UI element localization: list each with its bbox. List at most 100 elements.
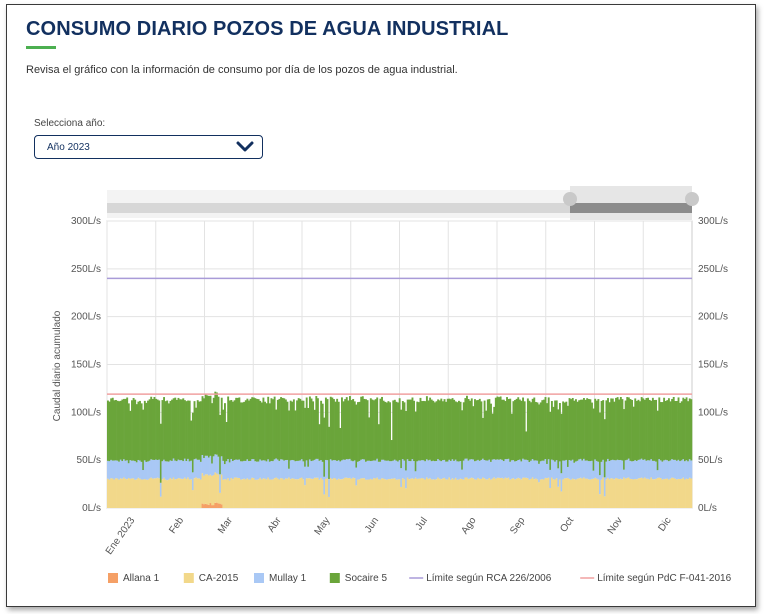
bar-socaire-5 [252,397,255,460]
bar-mullay-1 [339,461,342,480]
legend-swatch[interactable] [254,573,264,583]
bar-socaire-5 [642,398,645,460]
bar-mullay-1 [592,470,595,479]
bar-ca-2015 [438,478,441,508]
bar-ca-2015 [345,477,348,508]
bar-socaire-5 [264,401,266,461]
bar-ca-2015 [281,478,284,508]
bar-socaire-5 [111,397,114,461]
legend-swatch[interactable] [183,573,194,583]
bar-socaire-5 [448,398,451,460]
bar-ca-2015 [368,479,371,508]
bar-socaire-5 [265,403,268,462]
bar-mullay-1 [357,461,359,480]
bar-socaire-5 [411,397,414,460]
bar-socaire-5 [382,400,385,460]
bar-mullay-1 [315,458,318,478]
bar-mullay-1 [589,461,592,480]
bar-socaire-5 [355,404,358,468]
bar-socaire-5 [459,401,462,462]
bar-ca-2015 [467,478,470,508]
bar-socaire-5 [451,398,454,460]
bar-mullay-1 [135,462,138,480]
bar-ca-2015 [589,479,592,508]
bar-socaire-5 [663,397,666,461]
bar-mullay-1 [265,461,268,480]
bar-mullay-1 [302,461,305,480]
bar-mullay-1 [276,459,279,479]
bar-mullay-1 [483,459,486,479]
bar-socaire-5 [433,402,436,462]
bar-socaire-5 [280,397,282,460]
bar-socaire-5 [456,402,459,462]
bar-ca-2015 [523,477,526,508]
bar-mullay-1 [496,459,499,478]
bar-ca-2015 [296,479,299,508]
bar-ca-2015 [488,477,491,508]
x-tick-label: Mar [216,515,235,536]
bar-ca-2015 [174,479,177,508]
bar-mullay-1 [121,461,124,479]
bar-socaire-5 [297,398,300,461]
bar-ca-2015 [169,478,172,508]
bar-mullay-1 [536,460,539,480]
bar-ca-2015 [365,479,367,508]
bar-socaire-5 [313,409,316,460]
bar-mullay-1 [458,461,460,480]
bar-mullay-1 [462,460,465,480]
bar-mullay-1 [185,461,188,479]
bar-socaire-5 [167,403,170,462]
bar-ca-2015 [610,478,613,508]
year-select[interactable]: Año 2023 [34,135,263,159]
bar-mullay-1 [316,458,319,478]
bar-mullay-1 [272,461,274,480]
bar-mullay-1 [390,461,393,479]
legend-swatch[interactable] [329,573,340,583]
bar-mullay-1 [307,466,310,479]
bar-mullay-1 [682,459,685,478]
bar-mullay-1 [501,459,504,478]
bar-socaire-5 [299,398,302,461]
navigator-handle-right[interactable] [685,192,699,206]
bar-mullay-1 [624,460,627,479]
bar-ca-2015 [425,477,428,508]
bar-socaire-5 [256,398,258,462]
bar-socaire-5 [352,398,355,462]
bar-mullay-1 [240,461,242,480]
bar-socaire-5 [509,398,512,462]
bar-ca-2015 [441,478,444,508]
bar-mullay-1 [312,460,315,479]
bar-mullay-1 [557,468,560,487]
bar-ca-2015 [222,479,225,508]
bar-mullay-1 [594,459,597,478]
bar-ca-2015 [254,479,257,508]
bar-socaire-5 [249,398,252,461]
bar-ca-2015 [647,478,650,508]
bar-ca-2015 [228,480,231,508]
legend-swatch[interactable] [108,573,118,583]
bar-mullay-1 [158,459,161,479]
bar-ca-2015 [634,478,637,508]
bar-mullay-1 [215,454,218,474]
bar-socaire-5 [209,395,212,456]
bar-mullay-1 [674,459,677,479]
bar-ca-2015 [490,479,492,508]
bar-mullay-1 [331,460,334,480]
x-tick-label: Ene 2023 [104,515,138,557]
bar-socaire-5 [171,399,174,461]
bar-mullay-1 [466,458,468,478]
navigator-handle-left[interactable] [563,192,577,206]
bar-socaire-5 [661,402,664,462]
bar-socaire-5 [400,409,403,469]
bar-mullay-1 [482,458,484,478]
bar-socaire-5 [478,398,481,461]
bar-mullay-1 [621,460,624,480]
bar-mullay-1 [111,460,114,479]
bar-ca-2015 [433,479,436,508]
bar-mullay-1 [486,460,489,480]
bar-mullay-1 [414,471,417,478]
bar-ca-2015 [256,479,258,508]
bar-socaire-5 [211,403,214,464]
bar-socaire-5 [371,399,374,461]
bar-socaire-5 [417,402,420,461]
